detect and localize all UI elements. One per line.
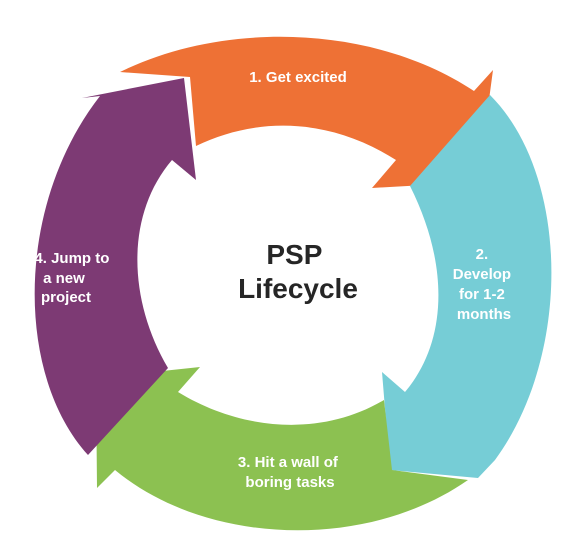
stage-1-arrow (120, 36, 493, 189)
stage-4-jump-to-new-project: 4. Jump to a new project (34, 78, 196, 455)
stage-2-develop: 2. Develop for 1-2 months (382, 95, 552, 478)
center-title-line-1: PSP (266, 239, 322, 270)
stage-1-label: 1. Get excited (249, 69, 347, 86)
stage-3-label: 3. Hit a wall of boring tasks (238, 454, 342, 491)
stage-1-get-excited: 1. Get excited (120, 36, 493, 189)
stage-4-label: 4. Jump to a new project (34, 250, 113, 306)
stage-2-arrow (382, 95, 552, 478)
stage-4-arrow (34, 78, 196, 455)
center-title: PSP Lifecycle (238, 239, 358, 304)
center-title-line-2: Lifecycle (238, 273, 358, 304)
stage-3-arrow (96, 367, 468, 531)
stage-3-hit-a-wall: 3. Hit a wall of boring tasks (96, 367, 468, 531)
stage-2-label: 2. Develop for 1-2 months (453, 246, 516, 323)
